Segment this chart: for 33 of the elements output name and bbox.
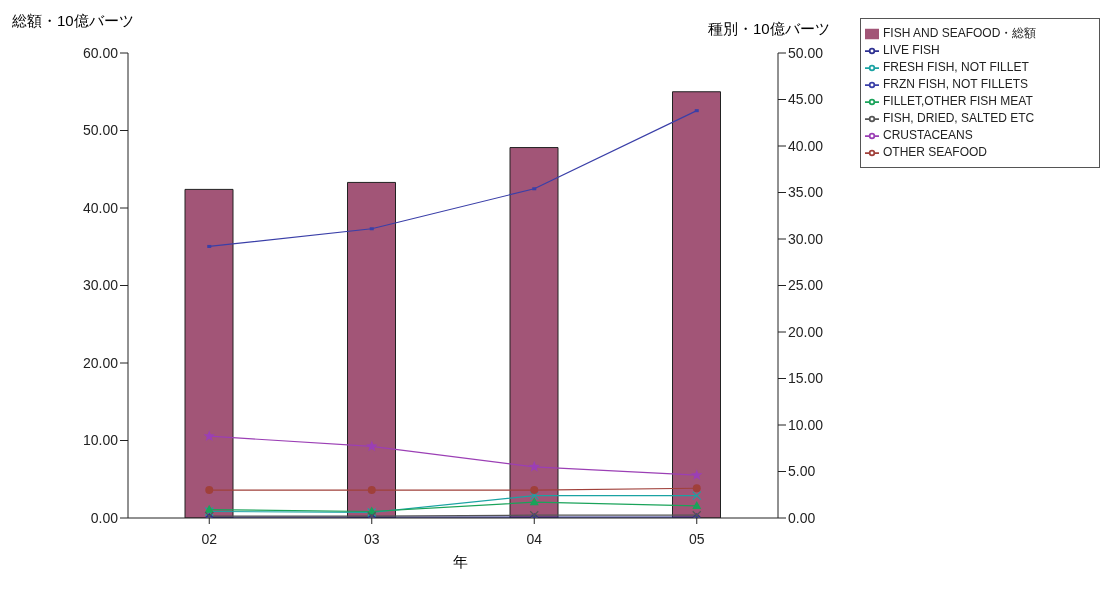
y-tick-label: 40.00 bbox=[82, 199, 119, 216]
y2-tick-label: 25.00 bbox=[788, 277, 824, 294]
legend-label: LIVE FISH bbox=[883, 43, 940, 57]
y2-tick-label: 10.00 bbox=[788, 416, 824, 433]
legend-label: FRZN FISH, NOT FILLETS bbox=[883, 77, 1029, 91]
y2-tick-label: 15.00 bbox=[788, 370, 824, 387]
y2-tick-label: 50.00 bbox=[788, 44, 824, 61]
y-tick-label: 60.00 bbox=[82, 44, 119, 61]
y-tick-label: 50.00 bbox=[82, 122, 119, 139]
y2-axis-title: 種別・10億バーツ bbox=[708, 20, 830, 39]
y-tick-label: 20.00 bbox=[82, 354, 119, 371]
y-axis-title: 総額・10億バーツ bbox=[12, 12, 134, 31]
legend-label: FRESH FISH, NOT FILLET bbox=[883, 60, 1029, 74]
y-tick-label: 0.00 bbox=[90, 509, 119, 526]
x-tick-label: 05 bbox=[688, 530, 705, 547]
legend-label: FILLET,OTHER FISH MEAT bbox=[883, 94, 1033, 108]
x-tick-label: 04 bbox=[526, 530, 543, 547]
y2-tick-label: 45.00 bbox=[788, 91, 824, 108]
legend-label: FISH, DRIED, SALTED ETC bbox=[883, 111, 1035, 125]
legend-label: OTHER SEAFOOD bbox=[883, 145, 988, 159]
y2-tick-label: 30.00 bbox=[788, 230, 824, 247]
y2-tick-label: 0.00 bbox=[788, 509, 816, 526]
y-tick-label: 30.00 bbox=[82, 277, 119, 294]
legend-label: FISH AND SEAFOOD・総額 bbox=[883, 26, 1037, 40]
x-tick-label: 02 bbox=[201, 530, 218, 547]
y-tick-label: 10.00 bbox=[82, 432, 119, 449]
legend-label: CRUSTACEANS bbox=[883, 128, 973, 142]
y2-tick-label: 20.00 bbox=[788, 323, 824, 340]
x-axis-title: 年 bbox=[453, 553, 468, 572]
x-tick-label: 03 bbox=[363, 530, 380, 547]
y2-tick-label: 5.00 bbox=[788, 463, 816, 480]
y2-tick-label: 35.00 bbox=[788, 184, 824, 201]
y2-tick-label: 40.00 bbox=[788, 137, 824, 154]
